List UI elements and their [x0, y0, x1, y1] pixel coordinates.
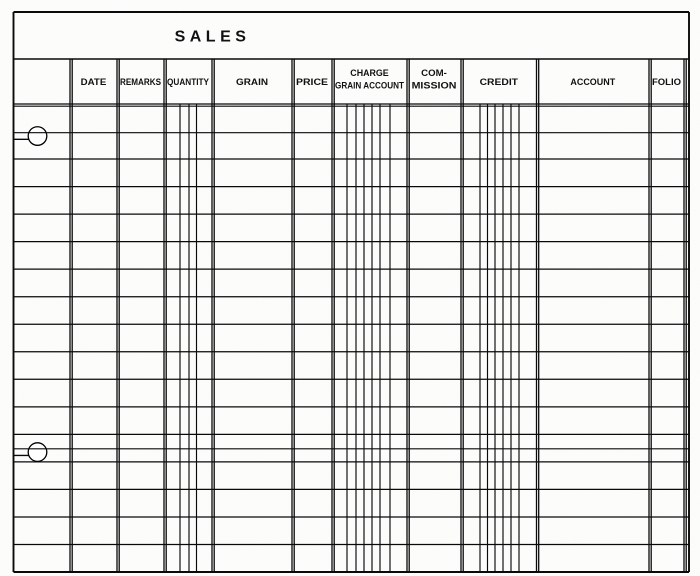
svg-text:GRAIN: GRAIN [236, 77, 268, 87]
svg-text:ACCOUNT: ACCOUNT [570, 77, 615, 87]
svg-text:PRICE: PRICE [296, 77, 328, 87]
svg-text:MISSION: MISSION [412, 81, 457, 91]
svg-text:GRAIN ACCOUNT: GRAIN ACCOUNT [335, 81, 404, 91]
svg-text:COM-: COM- [421, 68, 447, 78]
svg-text:REMARKS: REMARKS [120, 77, 161, 87]
svg-text:SALES: SALES [175, 29, 251, 46]
svg-text:QUANTITY: QUANTITY [167, 77, 209, 87]
svg-text:CHARGE: CHARGE [350, 68, 388, 78]
svg-text:FOLIO: FOLIO [652, 77, 681, 87]
svg-text:CREDIT: CREDIT [480, 77, 519, 87]
svg-text:DATE: DATE [81, 77, 107, 87]
